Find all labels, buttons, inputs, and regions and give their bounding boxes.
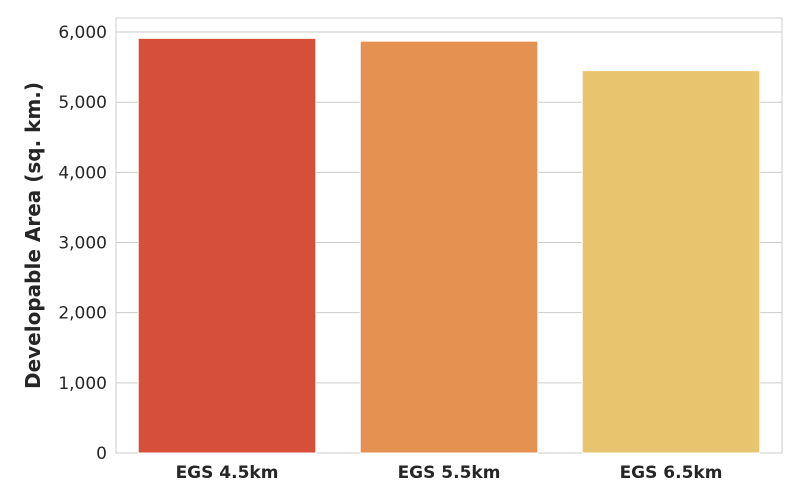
x-tick-label: EGS 6.5km <box>620 463 723 483</box>
bar <box>581 70 761 454</box>
bar <box>137 37 317 454</box>
x-tick-label: EGS 5.5km <box>398 463 501 483</box>
x-axis-ticks: EGS 4.5km EGS 5.5km EGS 6.5km <box>176 463 723 483</box>
y-axis-ticks: 0 1,000 2,000 3,000 4,000 5,000 6,000 <box>58 23 107 464</box>
y-tick-label: 4,000 <box>58 163 107 183</box>
bar <box>359 40 539 454</box>
y-tick-label: 1,000 <box>58 374 107 394</box>
y-tick-label: 0 <box>96 444 107 464</box>
y-axis-title: Developable Area (sq. km.) <box>21 82 45 389</box>
y-tick-label: 3,000 <box>58 234 107 254</box>
y-tick-label: 5,000 <box>58 93 107 113</box>
bars <box>137 37 761 454</box>
y-tick-label: 2,000 <box>58 304 107 324</box>
x-tick-label: EGS 4.5km <box>176 463 279 483</box>
y-tick-label: 6,000 <box>58 23 107 43</box>
